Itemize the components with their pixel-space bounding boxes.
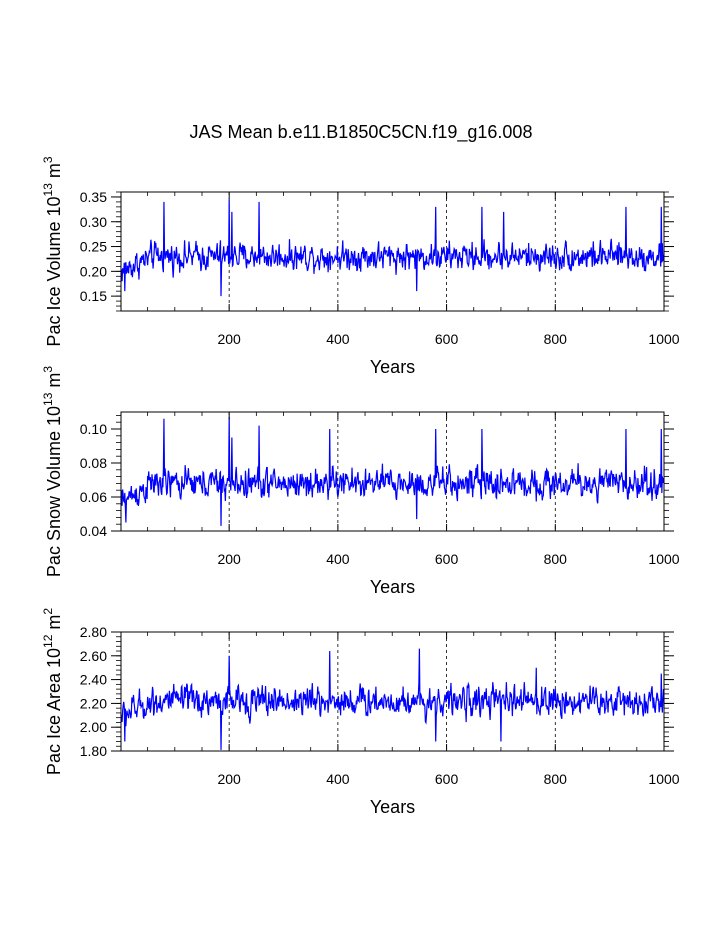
y-axis-label: Pac Ice Area 1012 m2: [41, 608, 64, 775]
panel-3: 200 400 600 800 1000 1.80 2.00 2.20 2.40 2.60 2.80…: [41, 608, 680, 817]
x-tick-label: 200: [217, 771, 241, 787]
x-tick-label: 800: [544, 551, 568, 567]
figure-title: JAS Mean b.e11.B1850C5CN.f19_g16.008: [190, 122, 533, 143]
y-tick-label: 0.10: [80, 421, 107, 437]
y-tick-label: 2.80: [80, 624, 107, 640]
y-tick-label: 0.15: [80, 288, 107, 304]
panel-2: 200 400 600 800 1000 0.04 0.06 0.08 0.10 Years Pac…: [41, 366, 680, 597]
x-tick-label: 600: [435, 331, 459, 347]
x-tick-label: 1000: [648, 771, 679, 787]
x-tick-label: 400: [326, 331, 350, 347]
y-tick-label: 0.06: [80, 489, 107, 505]
y-tick-label: 2.60: [80, 648, 107, 664]
x-tick-label: 1000: [648, 551, 679, 567]
series-line-pac-ice-volume: [120, 199, 665, 297]
y-axis-label: Pac Snow Volume 1013 m3: [41, 366, 64, 577]
x-tick-label: 800: [544, 331, 568, 347]
plot-frame: [120, 631, 665, 752]
x-axis-label: Years: [370, 797, 415, 817]
x-tick-label: 200: [217, 551, 241, 567]
y-tick-label: 0.35: [80, 189, 107, 205]
x-tick-label: 800: [544, 771, 568, 787]
y-tick-label: 0.25: [80, 239, 107, 255]
series-line-pac-snow-volume: [120, 417, 665, 526]
x-tick-label: 600: [435, 771, 459, 787]
y-tick-label: 0.20: [80, 263, 107, 279]
y-tick-label: 2.00: [80, 719, 107, 735]
y-tick-label: 2.20: [80, 695, 107, 711]
y-tick-label: 1.80: [80, 743, 107, 759]
x-tick-label: 600: [435, 551, 459, 567]
series-line-pac-ice-area: [120, 648, 665, 750]
panel-1: 200 400 600 800 1000 0.15 0.20 0.25 0.30 0.35 Year…: [41, 156, 680, 377]
x-axis-label: Years: [370, 357, 415, 377]
y-tick-label: 0.04: [80, 523, 107, 539]
y-tick-label: 2.40: [80, 672, 107, 688]
y-tick-label: 0.08: [80, 455, 107, 471]
y-tick-label: 0.30: [80, 214, 107, 230]
x-tick-label: 200: [217, 331, 241, 347]
x-axis-label: Years: [370, 577, 415, 597]
y-axis-label: Pac Ice Volume 1013 m3: [41, 156, 64, 346]
x-tick-label: 1000: [648, 331, 679, 347]
x-tick-label: 400: [326, 771, 350, 787]
x-tick-label: 400: [326, 551, 350, 567]
plot-frame: [120, 411, 665, 532]
